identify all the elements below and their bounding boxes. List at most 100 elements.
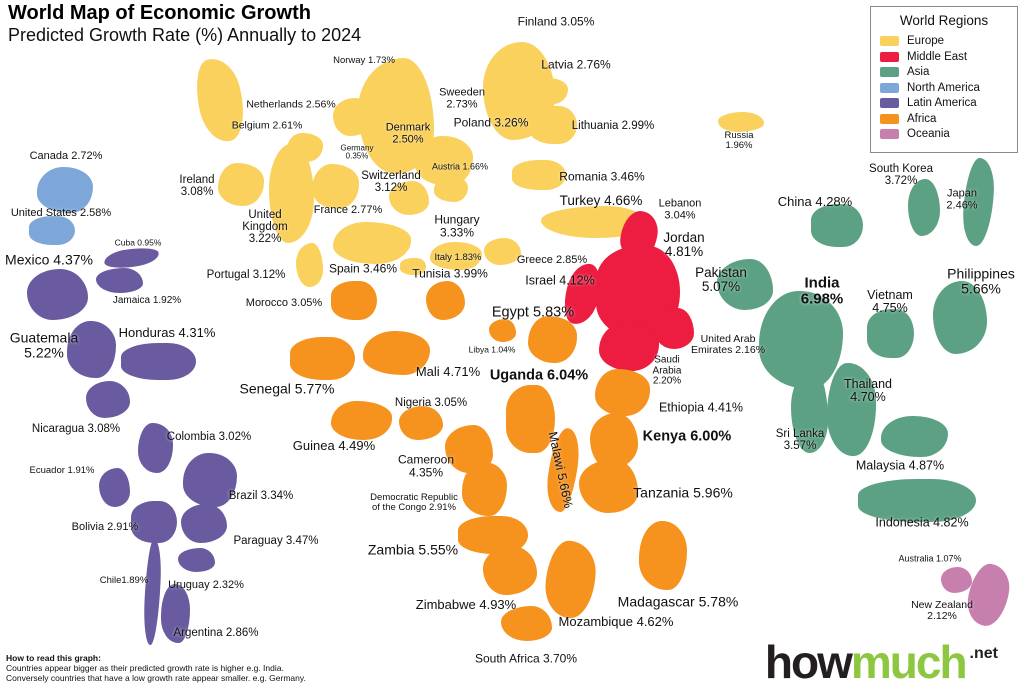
country-shape-greece <box>484 238 521 265</box>
country-shape-lithuania <box>529 106 577 144</box>
country-shape-zimbabwe <box>483 546 537 595</box>
country-label-egypt: Egypt 5.83% <box>491 304 575 321</box>
country-label-saudi-arabia: Saudi Arabia 2.20% <box>652 354 682 387</box>
country-shape-romania <box>512 160 566 190</box>
country-shape-democratic-republic-of-the-congo <box>462 462 507 516</box>
country-shape-united-kingdom <box>269 143 314 243</box>
country-shape-united-arab-emirates <box>653 308 694 349</box>
country-shape-china <box>811 204 863 247</box>
country-label-vietnam: Vietnam 4.75% <box>867 287 913 315</box>
country-label-indonesia: Indonesia 4.82% <box>875 515 969 530</box>
country-label-zimbabwe: Zimbabwe 4.93% <box>415 597 517 613</box>
legend-item-europe: Europe <box>880 35 1008 47</box>
country-label-cuba: Cuba 0.95% <box>114 237 162 248</box>
latin-america-swatch <box>880 98 899 108</box>
country-shape-latvia <box>530 78 568 104</box>
country-label-south-korea: South Korea 3.72% <box>869 162 933 187</box>
country-shape-honduras <box>121 343 196 380</box>
country-label-mozambique: Mozambique 4.62% <box>558 614 674 630</box>
country-label-democratic-republic-of-the-congo: Democratic Republic of the Congo 2.91% <box>370 492 458 513</box>
country-shape-madagascar <box>639 521 687 590</box>
legend-label-europe: Europe <box>907 35 945 47</box>
country-label-uganda: Uganda 6.04% <box>489 367 589 384</box>
country-label-mexico: Mexico 4.37% <box>5 251 93 268</box>
country-label-latvia: Latvia 2.76% <box>541 57 611 72</box>
africa-swatch <box>880 113 899 124</box>
country-label-united-arab-emirates: United Arab Emirates 2.16% <box>690 332 766 356</box>
country-shape-canada <box>37 167 93 213</box>
country-label-new-zealand: New Zealand 2.12% <box>911 598 973 622</box>
country-shape-bolivia <box>131 501 177 543</box>
country-label-morocco: Morocco 3.05% <box>245 297 323 310</box>
legend-item-africa: Africa <box>880 113 1008 125</box>
country-label-romania: Romania 3.46% <box>559 169 645 184</box>
legend-items: Europe Middle East Asia North America Latin … <box>880 35 1008 140</box>
country-label-libya: Libya 1.04% <box>468 344 516 355</box>
legend-label-north-america: North America <box>907 81 980 94</box>
country-label-pakistan: Pakistan 5.07% <box>695 264 747 294</box>
country-shape-guatemala <box>67 321 116 378</box>
country-shape-ethiopia <box>595 369 650 416</box>
legend: World Regions Europe Middle East Asia North… <box>870 6 1018 153</box>
country-shape-chile <box>142 538 163 646</box>
country-shape-vietnam <box>867 309 914 358</box>
europe-swatch <box>880 36 899 46</box>
middle-east-swatch <box>880 51 899 62</box>
legend-label-middle-east: Middle East <box>907 50 968 63</box>
country-label-italy: Italy 1.83% <box>434 252 482 264</box>
country-label-tunisia: Tunisia 3.99% <box>412 266 488 281</box>
legend-label-latin-america: Latin America <box>907 97 977 109</box>
country-shape-malaysia <box>881 416 948 457</box>
country-label-canada: Canada 2.72% <box>29 150 103 163</box>
country-shape-jamaica <box>96 268 143 293</box>
country-shape-morocco <box>331 281 377 320</box>
country-shape-nicaragua <box>86 381 130 418</box>
country-shape-ireland <box>218 163 264 206</box>
country-shape-france <box>312 164 359 209</box>
logo-how: how <box>764 636 853 685</box>
country-label-thailand: Thailand 4.70% <box>844 376 892 404</box>
legend-title: World Regions <box>899 13 989 28</box>
country-label-turkey: Turkey 4.66% <box>559 192 643 208</box>
footer-heading: How to read this graph: <box>6 653 101 663</box>
country-shape-guinea <box>331 401 392 440</box>
oceania-swatch <box>880 129 899 139</box>
country-shape-germany <box>378 142 402 158</box>
country-label-netherlands: Netherlands 2.56% <box>246 98 336 111</box>
country-shape-tanzania <box>579 459 638 513</box>
country-label-spain: Spain 3.46% <box>328 261 398 276</box>
country-label-ecuador: Ecuador 1.91% <box>29 465 95 477</box>
country-label-nigeria: Nigeria 3.05% <box>394 396 468 409</box>
country-label-guinea: Guinea 4.49% <box>292 438 376 454</box>
country-label-sweeden: Sweeden 2.73% <box>439 86 485 110</box>
country-label-russia: Russia 1.96% <box>724 130 754 151</box>
country-label-brazil: Brazil 3.34% <box>228 489 294 502</box>
legend-item-asia: Asia <box>880 66 1008 78</box>
legend-label-oceania: Oceania <box>907 128 950 140</box>
country-shape-libya <box>489 319 516 342</box>
country-shape-sri-lanka <box>791 369 828 453</box>
country-label-colombia: Colombia 3.02% <box>166 430 252 443</box>
country-label-switzerland: Switzerland 3.12% <box>361 169 421 194</box>
country-shape-saudi-arabia <box>599 323 659 371</box>
legend-item-latin-america: Latin America <box>880 97 1008 109</box>
page-subtitle: Predicted Growth Rate (%) Annually to 20… <box>8 25 362 45</box>
country-label-sri-lanka: Sri Lanka 3.57% <box>775 427 825 452</box>
country-label-philippines: Philippines 5.66% <box>947 265 1015 296</box>
country-label-denmark: Denmark 2.50% <box>385 121 431 145</box>
country-label-greece: Greece 2.85% <box>516 254 588 267</box>
country-label-tanzania: Tanzania 5.96% <box>633 484 733 501</box>
country-shape-senegal <box>290 337 355 380</box>
country-label-uruguay: Uruguay 2.32% <box>168 579 244 592</box>
country-shape-portugal <box>296 243 323 287</box>
country-shape-india <box>759 291 843 389</box>
country-shape-ecuador <box>99 468 130 507</box>
country-shape-argentina <box>161 584 190 643</box>
country-label-mali: Mali 4.71% <box>415 364 481 380</box>
country-label-china: China 4.28% <box>777 194 853 210</box>
asia-swatch <box>880 67 899 77</box>
country-shape-denmark <box>380 112 406 142</box>
legend-item-north-america: North America <box>880 82 1008 94</box>
country-shape-thailand <box>827 363 876 456</box>
country-label-zambia: Zambia 5.55% <box>367 541 459 558</box>
